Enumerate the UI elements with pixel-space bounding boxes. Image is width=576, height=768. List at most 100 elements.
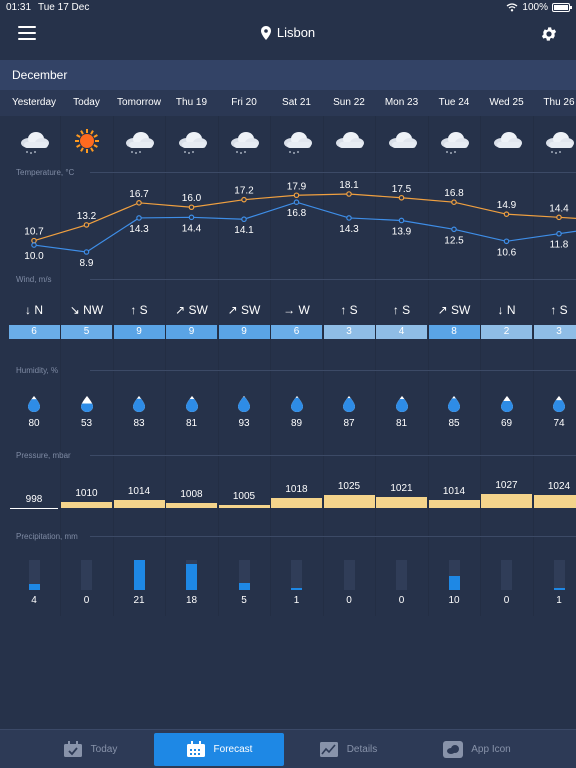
precipitation-value: 21 [133,595,145,606]
tab-label: Forecast [213,744,253,755]
humidity-value: 81 [395,418,408,429]
wind-speed-badge: 9 [166,325,217,339]
cloud-icon [331,128,367,154]
humidity-value: 87 [343,418,355,429]
tab-today[interactable]: Today [25,733,155,766]
wind-direction: ↑ S [130,303,148,317]
day-label[interactable]: Wed 25 [489,97,524,108]
precipitation-fill [28,584,40,590]
tab-details[interactable]: Details [283,733,413,766]
min-temperature-point [451,226,457,233]
pressure-value: 1005 [232,490,256,502]
cloud-drizzle-icon [541,128,576,154]
max-temperature-label: 16.7 [129,189,149,200]
humidity-value: 89 [290,418,303,429]
humidity-value: 93 [238,418,250,429]
min-temperature-point [241,216,247,223]
min-temperature-point [503,238,510,245]
day-label[interactable]: Yesterday [11,97,57,108]
wind-speed-badge: 3 [323,325,375,339]
min-temperature-label: 16.8 [287,208,307,219]
temperature-section-label: Temperature, °C [16,168,75,177]
day-label[interactable]: Fri 20 [231,97,257,108]
max-temperature-point [556,214,562,221]
pressure-bar [376,496,427,508]
tab-forecast[interactable]: Forecast [154,733,284,766]
wind-direction: ↑ S [340,303,358,317]
pressure-value: 1025 [337,480,361,492]
min-temperature-label: 14.4 [182,223,202,234]
month-label: December [12,68,68,82]
humidity-drop-icon [395,396,408,412]
precipitation-bar [343,560,355,590]
humidity-drop-icon [238,396,250,412]
day-label[interactable]: Thu 26 [543,97,575,108]
precipitation-divider [90,536,576,537]
location-title[interactable]: Lisbon [0,25,576,40]
cloud-drizzle-icon [436,128,472,154]
wind-speed-badge: 9 [113,325,165,339]
wind-direction: ↓ N [497,303,516,317]
min-temperature-point [83,249,90,255]
precipitation-fill [238,582,250,590]
precipitation-bar [238,560,250,590]
max-temperature-point [293,192,300,199]
cloud-drizzle-icon [279,128,315,154]
wind-section-label: Wind, m/s [16,275,52,284]
humidity-value: 53 [80,418,93,429]
precipitation-value: 0 [398,595,405,606]
precipitation-section-label: Precipitation, mm [16,532,78,541]
pressure-value: 1021 [390,482,413,494]
day-label[interactable]: Mon 23 [384,97,419,108]
cloud-drizzle-icon [121,128,157,154]
max-temperature-point [241,196,247,203]
wind-speed-badge: 2 [481,325,532,339]
wind-direction: ↑ S [550,303,568,317]
tab-label: Details [346,744,378,755]
day-label[interactable]: Tomorrow [117,97,161,108]
wind-direction: ↑ S [392,303,411,317]
max-temperature-point [83,222,90,228]
menu-button[interactable] [18,26,36,40]
wind-divider [90,279,576,280]
status-bar: 01:31 Tue 17 Dec 100% [0,0,576,16]
humidity-value: 74 [553,418,565,429]
humidity-value: 69 [500,418,513,429]
pressure-value: 1014 [127,486,151,498]
wind-direction: ↘ NW [69,303,104,317]
column-divider [165,116,167,616]
temperature-divider [90,172,576,173]
day-label[interactable]: Sat 21 [282,97,311,108]
wind-speed-badge: 6 [8,325,60,339]
pressure-bar [481,494,532,508]
humidity-drop-icon [448,396,460,412]
location-pin-icon [260,25,271,40]
max-temperature-label: 18.1 [339,180,359,191]
min-temperature-point [556,230,562,237]
column-divider [532,116,534,616]
day-label[interactable]: Thu 19 [175,97,208,108]
precipitation-fill [553,588,565,590]
pressure-bar [61,502,112,508]
precipitation-value: 4 [31,595,37,606]
day-label[interactable]: Sun 22 [333,97,365,108]
cloud-drizzle-icon [226,128,262,154]
temperature-chart: 10.7 13.2 16.7 16.0 17.2 17.9 18.1 17.5 16.8 14.9… [24,180,576,269]
tab-app-icon[interactable]: App Icon [412,733,542,766]
humidity-drop-icon [343,396,355,412]
max-temperature-point [451,199,457,205]
day-label[interactable]: Today [73,97,100,108]
max-temperature-point [398,194,405,201]
day-label[interactable]: Tue 24 [438,97,470,108]
precipitation-fill [133,560,145,590]
min-temperature-label: 13.9 [392,226,412,237]
gear-icon[interactable] [540,25,558,43]
calendar-check-icon [63,741,83,758]
cloud-icon [443,741,464,758]
pressure-value: 1010 [75,488,98,500]
max-temperature-point [346,191,352,197]
min-temperature-label: 8.9 [80,258,94,269]
max-temperature-label: 17.5 [392,184,412,195]
min-temperature-label: 12.5 [444,235,464,246]
wind-direction: ↗ SW [227,303,261,317]
